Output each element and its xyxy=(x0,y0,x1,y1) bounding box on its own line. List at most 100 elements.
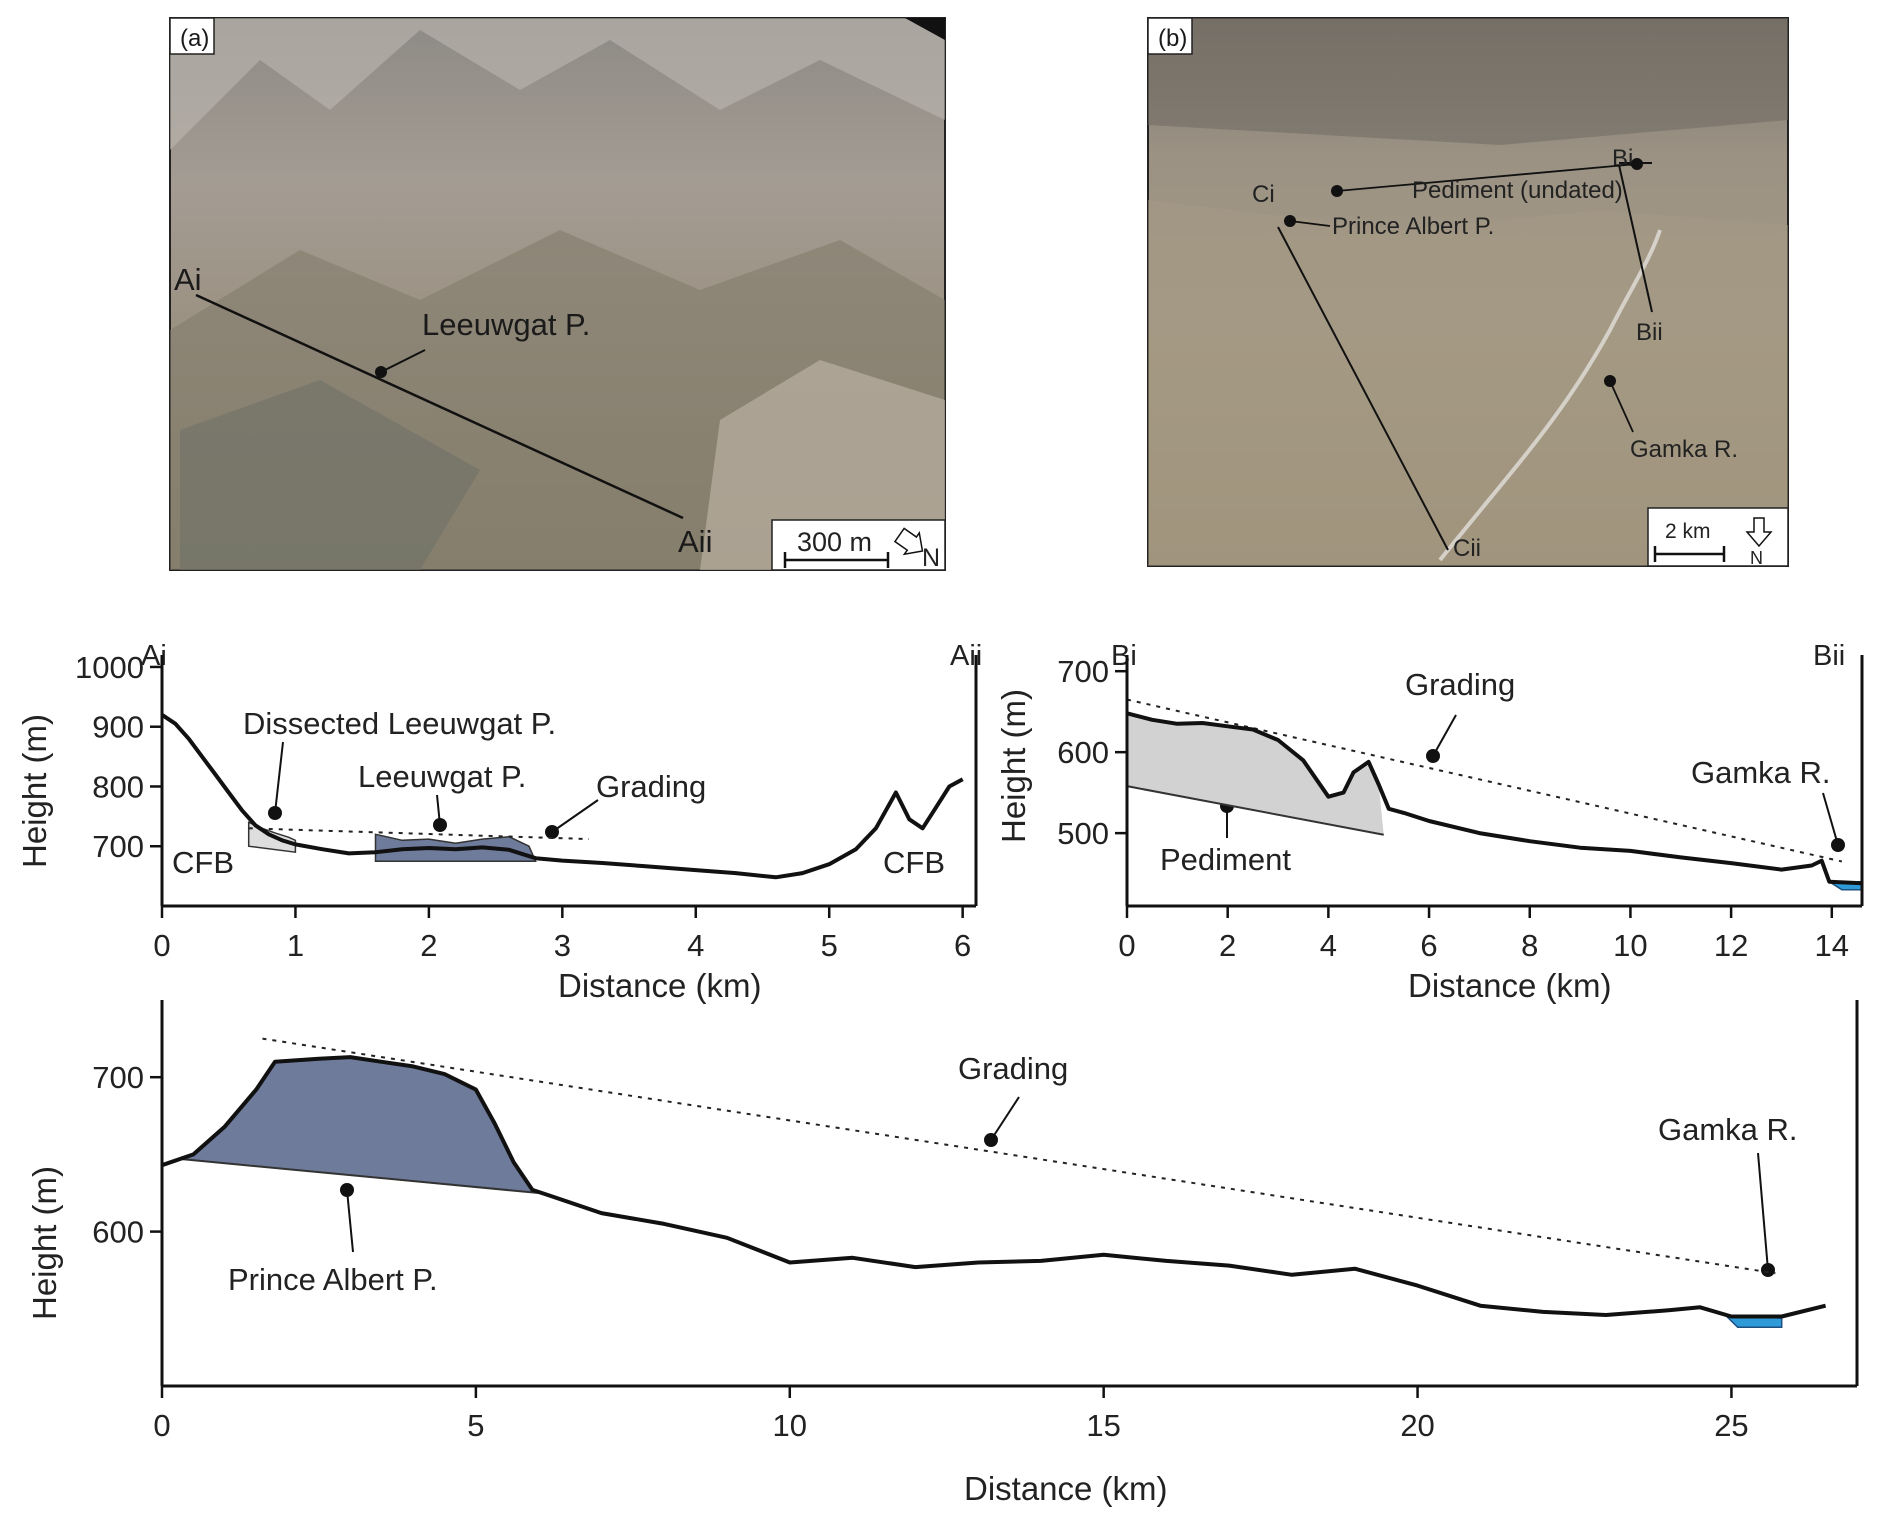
marker-cii: Cii xyxy=(1453,535,1481,562)
gamka-river-trace xyxy=(1438,229,1662,562)
chart-a-grading-line xyxy=(248,827,590,841)
chart-c-xtick-label: 25 xyxy=(1714,1408,1748,1443)
panel-b-label: (b) xyxy=(1158,25,1187,52)
chart-a-xtick-label: 2 xyxy=(420,928,437,963)
chart-a-ann-leeuwgat: Leeuwgat P. xyxy=(358,759,526,794)
panel-a-corner-black xyxy=(905,18,945,40)
panel-a-label: (a) xyxy=(180,25,209,52)
chart-c-gamka-leader xyxy=(1757,1152,1769,1271)
chart-a-xtick-label: 0 xyxy=(153,928,170,963)
prince-albert-label: Prince Albert P. xyxy=(1332,213,1494,240)
chart-a-ytick-label: 1000 xyxy=(75,650,144,685)
chart-a-xlabel: Distance (km) xyxy=(558,967,762,1004)
panel-a-ridge xyxy=(170,18,945,150)
chart-b-ylabel: Height (m) xyxy=(995,689,1032,843)
chart-a-xtick-label: 1 xyxy=(287,928,304,963)
panel-b-scale-text: 2 km xyxy=(1665,520,1711,543)
chart-b-ann-pediment: Pediment xyxy=(1160,842,1291,877)
panel-a-label-box xyxy=(169,17,215,55)
chart-b-xtick-label: 14 xyxy=(1815,928,1849,963)
chart-c-ann-grading: Grading xyxy=(958,1051,1068,1086)
chart-b-xtick-label: 8 xyxy=(1521,928,1538,963)
chart-c-xtick-label: 20 xyxy=(1400,1408,1434,1443)
chart-a-ann-cfb-right: CFB xyxy=(883,845,945,880)
chart-b-xtick-label: 2 xyxy=(1219,928,1236,963)
chart-b-grading-line xyxy=(1126,698,1843,863)
marker-aii: Aii xyxy=(678,524,712,559)
panel-b-north-label: N xyxy=(1750,548,1763,568)
chart-b-ytick-label: 600 xyxy=(1057,735,1109,770)
chart-c-grading-leader xyxy=(990,1096,1020,1141)
panel-a-north-label: N xyxy=(922,544,940,572)
chart-c-xtick-label: 5 xyxy=(467,1408,484,1443)
chart-b-xtick-label: 6 xyxy=(1420,928,1437,963)
chart-b-xtick-label: 4 xyxy=(1320,928,1337,963)
chart-a-ann-cfb-left: CFB xyxy=(172,845,234,880)
chart-b-corner-left: Bi xyxy=(1111,640,1137,672)
chart-c-xlabel: Distance (km) xyxy=(964,1470,1168,1507)
chart-a-xtick-label: 5 xyxy=(821,928,838,963)
chart-a-ytick-label: 900 xyxy=(92,710,144,745)
chart-c-profile-line xyxy=(161,1055,1827,1319)
chart-a-grading-leader xyxy=(551,799,599,833)
chart-c-xtick-label: 15 xyxy=(1086,1408,1120,1443)
chart-b-pediment-fill xyxy=(1127,713,1384,835)
panel-a-north-arrow-icon xyxy=(893,527,924,556)
chart-b-profile-line xyxy=(1126,711,1863,886)
pediment-undated-label: Pediment (undated) xyxy=(1412,177,1623,204)
chart-a-dissected-leader xyxy=(274,741,284,814)
chart-c-xtick-label: 10 xyxy=(773,1408,807,1443)
panel-a-scale-text: 300 m xyxy=(797,527,872,557)
chart-a-leeuwgat-leader xyxy=(436,794,441,826)
chart-b-corner-right: Bii xyxy=(1813,640,1845,672)
chart-c-prince-albert-leader xyxy=(346,1189,354,1253)
chart-c-ylabel: Height (m) xyxy=(26,1166,63,1320)
chart-b-xtick-label: 12 xyxy=(1714,928,1748,963)
chart-b-ytick-label: 700 xyxy=(1057,654,1109,689)
chart-b-xtick-label: 0 xyxy=(1118,928,1135,963)
chart-c-xtick-label: 0 xyxy=(153,1408,170,1443)
chart-c-pediment-fill xyxy=(180,1057,539,1193)
chart-a-xtick-label: 3 xyxy=(554,928,571,963)
chart-a-xtick-label: 4 xyxy=(687,928,704,963)
chart-b-xlabel: Distance (km) xyxy=(1408,967,1612,1004)
chart-b-ann-grading: Grading xyxy=(1405,667,1515,702)
chart-a-ylabel: Height (m) xyxy=(16,714,53,868)
chart-a: Ai Aii Distance (km) Height (m) Dissecte… xyxy=(16,640,982,1004)
pediment-undated-leader xyxy=(1336,163,1638,192)
prince-albert-leader xyxy=(1289,220,1331,227)
chart-b-ytick-label: 500 xyxy=(1057,816,1109,851)
marker-bi: Bi xyxy=(1612,145,1633,172)
panel-a-slope xyxy=(700,360,945,570)
panel-a-shadow xyxy=(180,380,480,570)
chart-b: Bi Bii Distance (km) Height (m) Grading … xyxy=(995,640,1864,1004)
chart-c-ytick-label: 600 xyxy=(92,1215,144,1250)
chart-a-xtick-label: 6 xyxy=(954,928,971,963)
profile-line-c xyxy=(1277,226,1449,551)
panel-b-photo: (b) Bi Bii Ci Cii Pediment (undated) Pri… xyxy=(1147,17,1789,568)
panel-b-north-arrow-icon xyxy=(1745,517,1773,548)
chart-b-ann-gamka: Gamka R. xyxy=(1691,755,1831,790)
leeuwgat-label: Leeuwgat P. xyxy=(422,307,590,342)
marker-ci: Ci xyxy=(1252,181,1275,208)
marker-ai: Ai xyxy=(174,262,202,297)
profile-line-b xyxy=(1618,164,1653,313)
chart-a-ann-dissected: Dissected Leeuwgat P. xyxy=(243,706,556,741)
chart-c-ann-gamka: Gamka R. xyxy=(1658,1112,1798,1147)
chart-b-grading-leader xyxy=(1432,714,1457,757)
leeuwgat-leader xyxy=(380,349,426,373)
chart-c-ann-prince-albert: Prince Albert P. xyxy=(228,1262,438,1297)
chart-b-xtick-label: 10 xyxy=(1613,928,1647,963)
chart-c-ytick-label: 700 xyxy=(92,1060,144,1095)
panel-a-photo: (a) Ai Aii Leeuwgat P. 300 m N xyxy=(169,17,946,572)
panel-b-plain xyxy=(1148,200,1788,566)
gamka-label: Gamka R. xyxy=(1630,436,1738,463)
gamka-leader xyxy=(1609,380,1634,433)
chart-a-ytick-label: 800 xyxy=(92,769,144,804)
chart-c: Distance (km) Height (m) Grading Gamka R… xyxy=(26,1000,1859,1507)
chart-b-gamka-leader xyxy=(1822,792,1839,846)
chart-b-pediment-base xyxy=(1126,785,1384,836)
marker-bii: Bii xyxy=(1636,319,1663,346)
chart-c-pediment-base xyxy=(180,1158,539,1194)
